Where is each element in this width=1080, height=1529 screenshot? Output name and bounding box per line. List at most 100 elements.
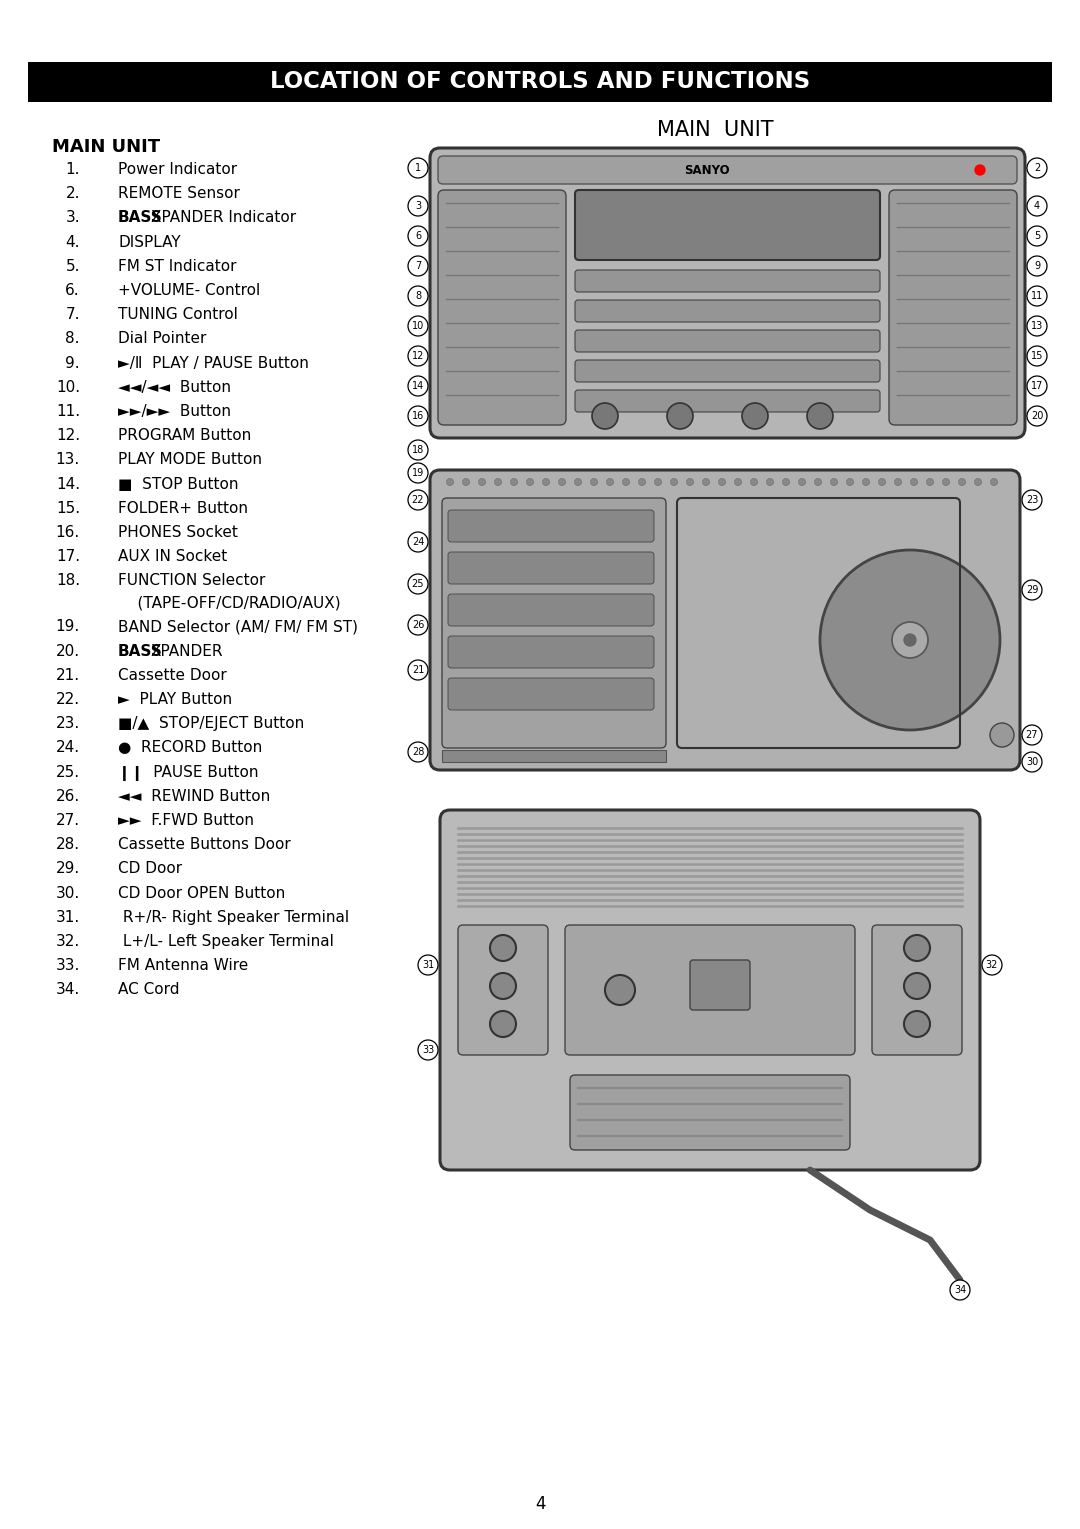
- Circle shape: [904, 1011, 930, 1037]
- Circle shape: [490, 936, 516, 962]
- FancyBboxPatch shape: [448, 511, 654, 541]
- Text: 6: 6: [415, 231, 421, 242]
- Circle shape: [927, 479, 933, 486]
- Text: 4.: 4.: [66, 234, 80, 249]
- Circle shape: [1027, 226, 1047, 246]
- Circle shape: [798, 479, 806, 486]
- Text: 28.: 28.: [56, 838, 80, 852]
- Text: 21.: 21.: [56, 668, 80, 683]
- Text: CD Door: CD Door: [118, 861, 183, 876]
- Text: Dial Pointer: Dial Pointer: [118, 332, 206, 347]
- Circle shape: [1022, 725, 1042, 745]
- Text: (TAPE-OFF/CD/RADIO/AUX): (TAPE-OFF/CD/RADIO/AUX): [118, 595, 340, 610]
- Text: 32.: 32.: [56, 934, 80, 950]
- Text: 20: 20: [1030, 411, 1043, 420]
- Text: 14.: 14.: [56, 477, 80, 492]
- Text: 17: 17: [1030, 381, 1043, 391]
- FancyBboxPatch shape: [575, 330, 880, 352]
- Text: 24.: 24.: [56, 740, 80, 755]
- Text: Cassette Buttons Door: Cassette Buttons Door: [118, 838, 291, 852]
- Text: BAND Selector (AM/ FM/ FM ST): BAND Selector (AM/ FM/ FM ST): [118, 619, 357, 635]
- FancyBboxPatch shape: [872, 925, 962, 1055]
- Circle shape: [527, 479, 534, 486]
- Text: R+/R- Right Speaker Terminal: R+/R- Right Speaker Terminal: [118, 910, 349, 925]
- Text: 24: 24: [411, 537, 424, 547]
- Text: 1.: 1.: [66, 162, 80, 177]
- Text: FUNCTION Selector: FUNCTION Selector: [118, 573, 266, 589]
- Circle shape: [1027, 407, 1047, 427]
- Text: ●  RECORD Button: ● RECORD Button: [118, 740, 262, 755]
- Circle shape: [408, 376, 428, 396]
- Text: 2: 2: [1034, 164, 1040, 173]
- Text: 29: 29: [1026, 586, 1038, 595]
- Circle shape: [1027, 376, 1047, 396]
- Text: 22.: 22.: [56, 693, 80, 706]
- Circle shape: [831, 479, 837, 486]
- FancyBboxPatch shape: [448, 636, 654, 668]
- FancyBboxPatch shape: [438, 190, 566, 425]
- Text: 17.: 17.: [56, 549, 80, 564]
- FancyBboxPatch shape: [575, 390, 880, 411]
- Circle shape: [495, 479, 501, 486]
- Circle shape: [490, 1011, 516, 1037]
- Circle shape: [702, 479, 710, 486]
- Circle shape: [1027, 196, 1047, 216]
- Text: 3.: 3.: [66, 211, 80, 225]
- Text: CD Door OPEN Button: CD Door OPEN Button: [118, 885, 285, 901]
- Circle shape: [904, 972, 930, 998]
- Circle shape: [408, 317, 428, 336]
- Text: ❙❙  PAUSE Button: ❙❙ PAUSE Button: [118, 764, 258, 781]
- Text: 11.: 11.: [56, 404, 80, 419]
- FancyBboxPatch shape: [448, 593, 654, 625]
- Circle shape: [654, 479, 661, 486]
- Text: 8.: 8.: [66, 332, 80, 347]
- Text: 10: 10: [411, 321, 424, 330]
- Circle shape: [408, 742, 428, 761]
- Text: PLAY MODE Button: PLAY MODE Button: [118, 453, 262, 468]
- Text: 34: 34: [954, 1284, 967, 1295]
- Text: 33: 33: [422, 1044, 434, 1055]
- FancyBboxPatch shape: [565, 925, 855, 1055]
- Text: 1: 1: [415, 164, 421, 173]
- Text: 27.: 27.: [56, 813, 80, 829]
- FancyBboxPatch shape: [430, 469, 1020, 771]
- Text: 10.: 10.: [56, 379, 80, 394]
- Circle shape: [408, 286, 428, 306]
- Circle shape: [591, 479, 597, 486]
- Circle shape: [462, 479, 470, 486]
- Circle shape: [418, 956, 438, 976]
- Text: 11: 11: [1031, 291, 1043, 301]
- Text: 15.: 15.: [56, 502, 80, 515]
- Text: 34.: 34.: [56, 982, 80, 997]
- Circle shape: [408, 463, 428, 483]
- FancyBboxPatch shape: [438, 156, 1017, 183]
- FancyBboxPatch shape: [575, 271, 880, 292]
- FancyBboxPatch shape: [442, 498, 666, 748]
- Circle shape: [863, 479, 869, 486]
- FancyBboxPatch shape: [690, 960, 750, 1011]
- Circle shape: [408, 532, 428, 552]
- FancyBboxPatch shape: [440, 810, 980, 1170]
- Text: 13.: 13.: [56, 453, 80, 468]
- FancyBboxPatch shape: [448, 552, 654, 584]
- Text: PROGRAM Button: PROGRAM Button: [118, 428, 252, 443]
- Text: AUX IN Socket: AUX IN Socket: [118, 549, 227, 564]
- Text: 5: 5: [1034, 231, 1040, 242]
- Circle shape: [990, 723, 1014, 748]
- Text: MAIN UNIT: MAIN UNIT: [52, 138, 160, 156]
- Text: FM Antenna Wire: FM Antenna Wire: [118, 959, 248, 972]
- Text: FM ST Indicator: FM ST Indicator: [118, 258, 237, 274]
- Text: 23: 23: [1026, 495, 1038, 505]
- Circle shape: [904, 635, 916, 645]
- Text: TUNING Control: TUNING Control: [118, 307, 238, 323]
- FancyBboxPatch shape: [575, 300, 880, 323]
- Text: 2.: 2.: [66, 187, 80, 202]
- Circle shape: [734, 479, 742, 486]
- Text: PHONES Socket: PHONES Socket: [118, 524, 238, 540]
- Text: 7: 7: [415, 261, 421, 271]
- Text: 12.: 12.: [56, 428, 80, 443]
- Text: 4: 4: [1034, 200, 1040, 211]
- Circle shape: [408, 157, 428, 177]
- Text: 20.: 20.: [56, 644, 80, 659]
- Circle shape: [807, 404, 833, 430]
